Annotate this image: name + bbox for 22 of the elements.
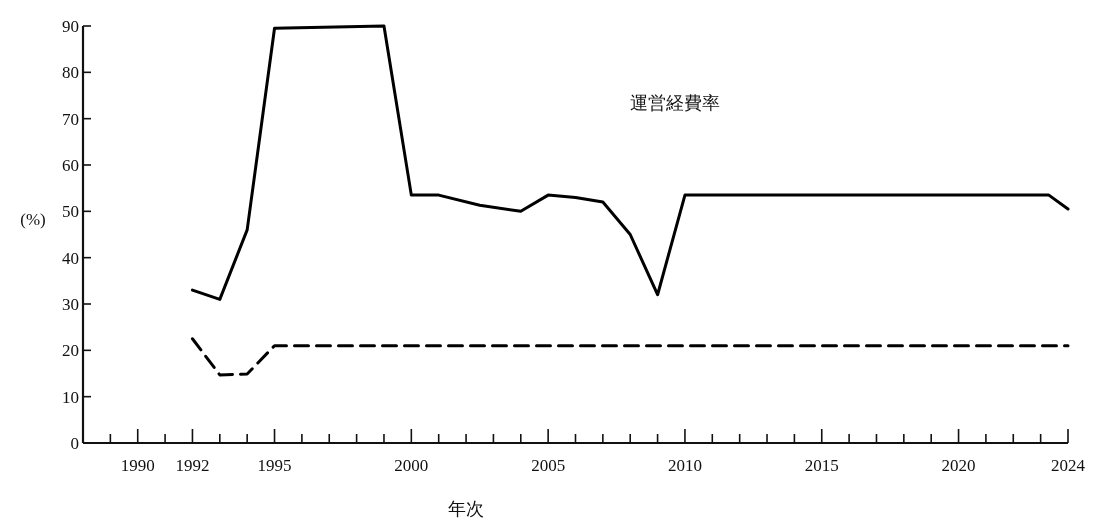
ylabel: (%) — [20, 210, 46, 230]
xtick: 2000 — [394, 456, 429, 475]
ytick: 20 — [62, 341, 79, 361]
xtick: 2024 — [1051, 456, 1085, 475]
ytick: 30 — [62, 295, 79, 314]
xlabel: 年次 — [448, 499, 485, 519]
ytick: 50 — [62, 202, 79, 222]
ytick: 40 — [62, 248, 79, 268]
ytick: 80 — [62, 63, 79, 83]
series-label: 運営経費率 — [630, 93, 721, 114]
xtick: 1995 — [257, 456, 292, 475]
xtick: 2005 — [531, 456, 566, 475]
ytick: 60 — [62, 156, 79, 175]
xtick: 2015 — [804, 456, 839, 475]
ytick: 0 — [70, 434, 79, 453]
xtick: 2020 — [941, 456, 976, 475]
ytick: 10 — [62, 387, 79, 407]
ytick: 70 — [62, 109, 79, 129]
xtick: 2010 — [667, 456, 702, 475]
ytick: 90 — [62, 17, 79, 36]
xtick: 1992 — [175, 456, 210, 475]
xtick: 1990 — [120, 456, 155, 475]
